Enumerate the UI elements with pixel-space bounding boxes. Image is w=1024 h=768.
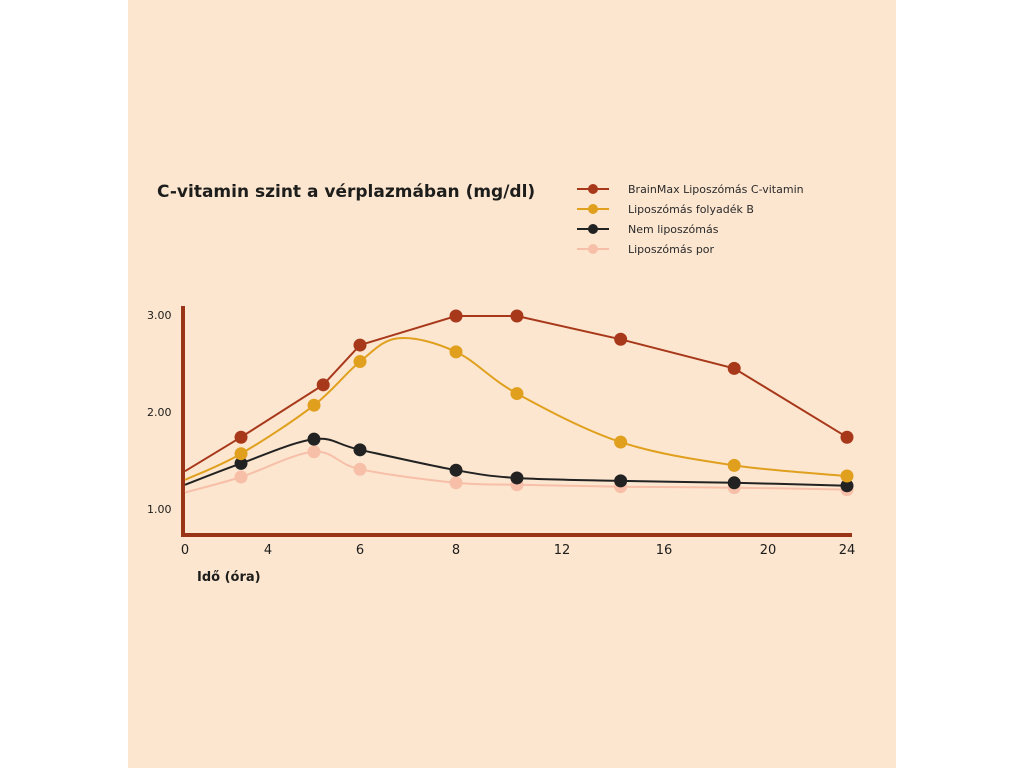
x-tick-label: 20 bbox=[760, 543, 777, 558]
data-point-brainmax-liposz-m-s-c-vitamin bbox=[727, 361, 741, 375]
data-point-brainmax-liposz-m-s-c-vitamin bbox=[449, 309, 463, 323]
data-point-liposz-m-s-folyad-k-b bbox=[614, 435, 628, 449]
x-axis-title: Idő (óra) bbox=[197, 570, 261, 585]
data-point-liposz-m-s-por bbox=[307, 445, 321, 459]
data-point-nem-liposz-m-s bbox=[614, 474, 628, 488]
data-point-nem-liposz-m-s bbox=[353, 443, 367, 457]
data-point-liposz-m-s-por bbox=[234, 470, 248, 484]
x-tick-label: 0 bbox=[181, 543, 189, 558]
data-point-liposz-m-s-folyad-k-b bbox=[307, 398, 321, 412]
legend-label: Liposzómás por bbox=[628, 243, 715, 256]
legend-label: BrainMax Liposzómás C-vitamin bbox=[628, 183, 804, 196]
legend-label: Liposzómás folyadék B bbox=[628, 203, 754, 216]
data-point-liposz-m-s-por bbox=[449, 476, 463, 490]
data-point-liposz-m-s-folyad-k-b bbox=[727, 458, 741, 472]
data-point-nem-liposz-m-s bbox=[510, 471, 524, 485]
x-tick-label: 8 bbox=[452, 543, 460, 558]
data-point-nem-liposz-m-s bbox=[307, 432, 321, 446]
data-point-nem-liposz-m-s bbox=[727, 476, 741, 490]
y-tick-label: 1.00 bbox=[147, 503, 172, 516]
data-point-nem-liposz-m-s bbox=[840, 479, 854, 493]
data-point-brainmax-liposz-m-s-c-vitamin bbox=[316, 378, 330, 392]
x-tick-label: 12 bbox=[554, 543, 571, 558]
data-point-liposz-m-s-folyad-k-b bbox=[353, 355, 367, 369]
data-point-liposz-m-s-folyad-k-b bbox=[234, 447, 248, 461]
x-tick-label: 16 bbox=[656, 543, 673, 558]
chart-panel bbox=[128, 0, 896, 768]
x-tick-label: 24 bbox=[839, 543, 856, 558]
y-tick-label: 2.00 bbox=[147, 406, 172, 419]
data-point-brainmax-liposz-m-s-c-vitamin bbox=[614, 332, 628, 346]
data-point-liposz-m-s-folyad-k-b bbox=[449, 345, 463, 359]
data-point-liposz-m-s-folyad-k-b bbox=[840, 469, 854, 483]
data-point-liposz-m-s-folyad-k-b bbox=[510, 387, 524, 401]
series-line-liposz-m-s-por bbox=[184, 450, 848, 494]
legend-marker-liposz-m-s-por bbox=[588, 244, 598, 254]
legend-marker-brainmax-liposz-m-s-c-vitamin bbox=[588, 184, 598, 194]
legend-marker-nem-liposz-m-s bbox=[588, 224, 598, 234]
data-point-brainmax-liposz-m-s-c-vitamin bbox=[510, 309, 524, 323]
data-point-nem-liposz-m-s bbox=[234, 456, 248, 470]
data-point-brainmax-liposz-m-s-c-vitamin bbox=[353, 338, 367, 352]
data-point-nem-liposz-m-s bbox=[449, 463, 463, 477]
chart-title: C-vitamin szint a vérplazmában (mg/dl) bbox=[157, 182, 536, 202]
data-point-brainmax-liposz-m-s-c-vitamin bbox=[840, 430, 854, 444]
x-tick-label: 6 bbox=[356, 543, 364, 558]
legend-label: Nem liposzómás bbox=[628, 223, 719, 236]
data-point-brainmax-liposz-m-s-c-vitamin bbox=[234, 430, 248, 444]
x-tick-label: 4 bbox=[264, 543, 272, 558]
legend-marker-liposz-m-s-folyad-k-b bbox=[588, 204, 598, 214]
data-point-liposz-m-s-por bbox=[353, 462, 367, 476]
y-tick-label: 3.00 bbox=[147, 309, 172, 322]
series-line-nem-liposz-m-s bbox=[184, 437, 848, 487]
